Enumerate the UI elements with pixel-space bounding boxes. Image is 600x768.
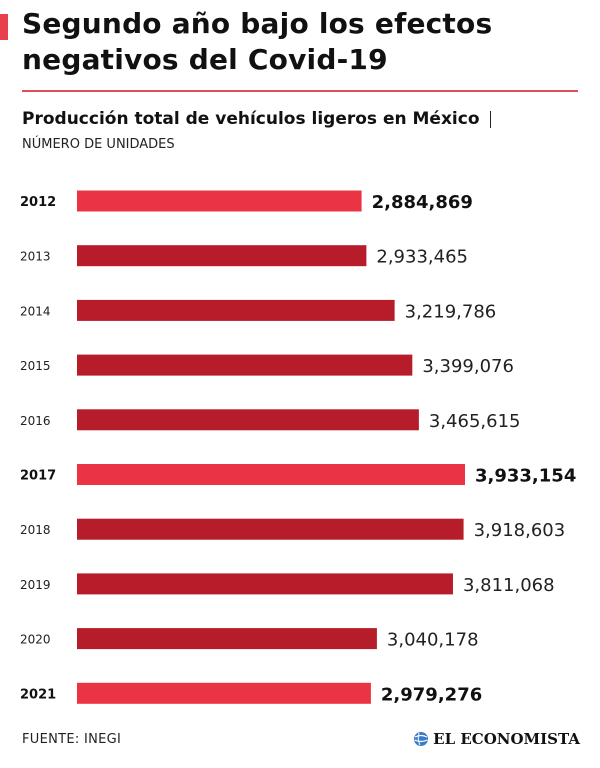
value-label-2016: 3,465,615 xyxy=(429,411,521,432)
value-label-2021: 2,979,276 xyxy=(381,684,482,705)
bar-2020 xyxy=(77,628,377,650)
source-note: FUENTE: INEGI xyxy=(22,732,122,747)
value-label-2017: 3,933,154 xyxy=(475,466,576,487)
bar-2021 xyxy=(77,682,371,704)
year-label-2016: 2016 xyxy=(20,414,51,428)
brand-name: EL ECONOMISTA xyxy=(433,730,580,748)
year-label-2019: 2019 xyxy=(20,578,51,592)
year-label-2013: 2013 xyxy=(20,250,51,264)
globe-icon xyxy=(414,732,429,746)
title-accent-mark xyxy=(0,14,8,40)
headline: Segundo año bajo los efectos negativos d… xyxy=(22,7,493,76)
chart-subtitle: NÚMERO DE UNIDADES xyxy=(22,137,175,152)
bar-2013 xyxy=(77,245,367,267)
value-label-2015: 3,399,076 xyxy=(422,356,514,377)
bar-2017 xyxy=(77,464,465,485)
value-label-2014: 3,219,786 xyxy=(405,301,497,322)
year-label-2012: 2012 xyxy=(20,195,56,210)
brand-logo: EL ECONOMISTA xyxy=(413,730,580,748)
bar-2018 xyxy=(77,518,464,540)
bar-2012 xyxy=(77,190,362,212)
year-label-2018: 2018 xyxy=(20,523,51,537)
bar-2016 xyxy=(77,409,419,431)
bar-2019 xyxy=(77,573,453,595)
value-label-2013: 2,933,465 xyxy=(376,247,468,268)
bar-2015 xyxy=(77,354,413,376)
year-label-2017: 2017 xyxy=(20,469,56,484)
bar-2014 xyxy=(77,299,395,321)
year-label-2015: 2015 xyxy=(20,359,51,373)
chart-title: Producción total de vehículos ligeros en… xyxy=(22,109,480,129)
value-label-2019: 3,811,068 xyxy=(463,575,555,596)
title-separator xyxy=(490,111,491,128)
year-label-2014: 2014 xyxy=(20,304,51,318)
value-label-2018: 3,918,603 xyxy=(474,520,566,541)
bar-chart: 2012 2,884,869 2013 2,933,465 2014 3,219,786 2… xyxy=(20,190,576,705)
title-divider xyxy=(22,90,578,92)
year-label-2021: 2021 xyxy=(20,687,56,702)
year-label-2020: 2020 xyxy=(20,633,51,647)
value-label-2020: 3,040,178 xyxy=(387,630,479,651)
value-label-2012: 2,884,869 xyxy=(372,192,473,213)
